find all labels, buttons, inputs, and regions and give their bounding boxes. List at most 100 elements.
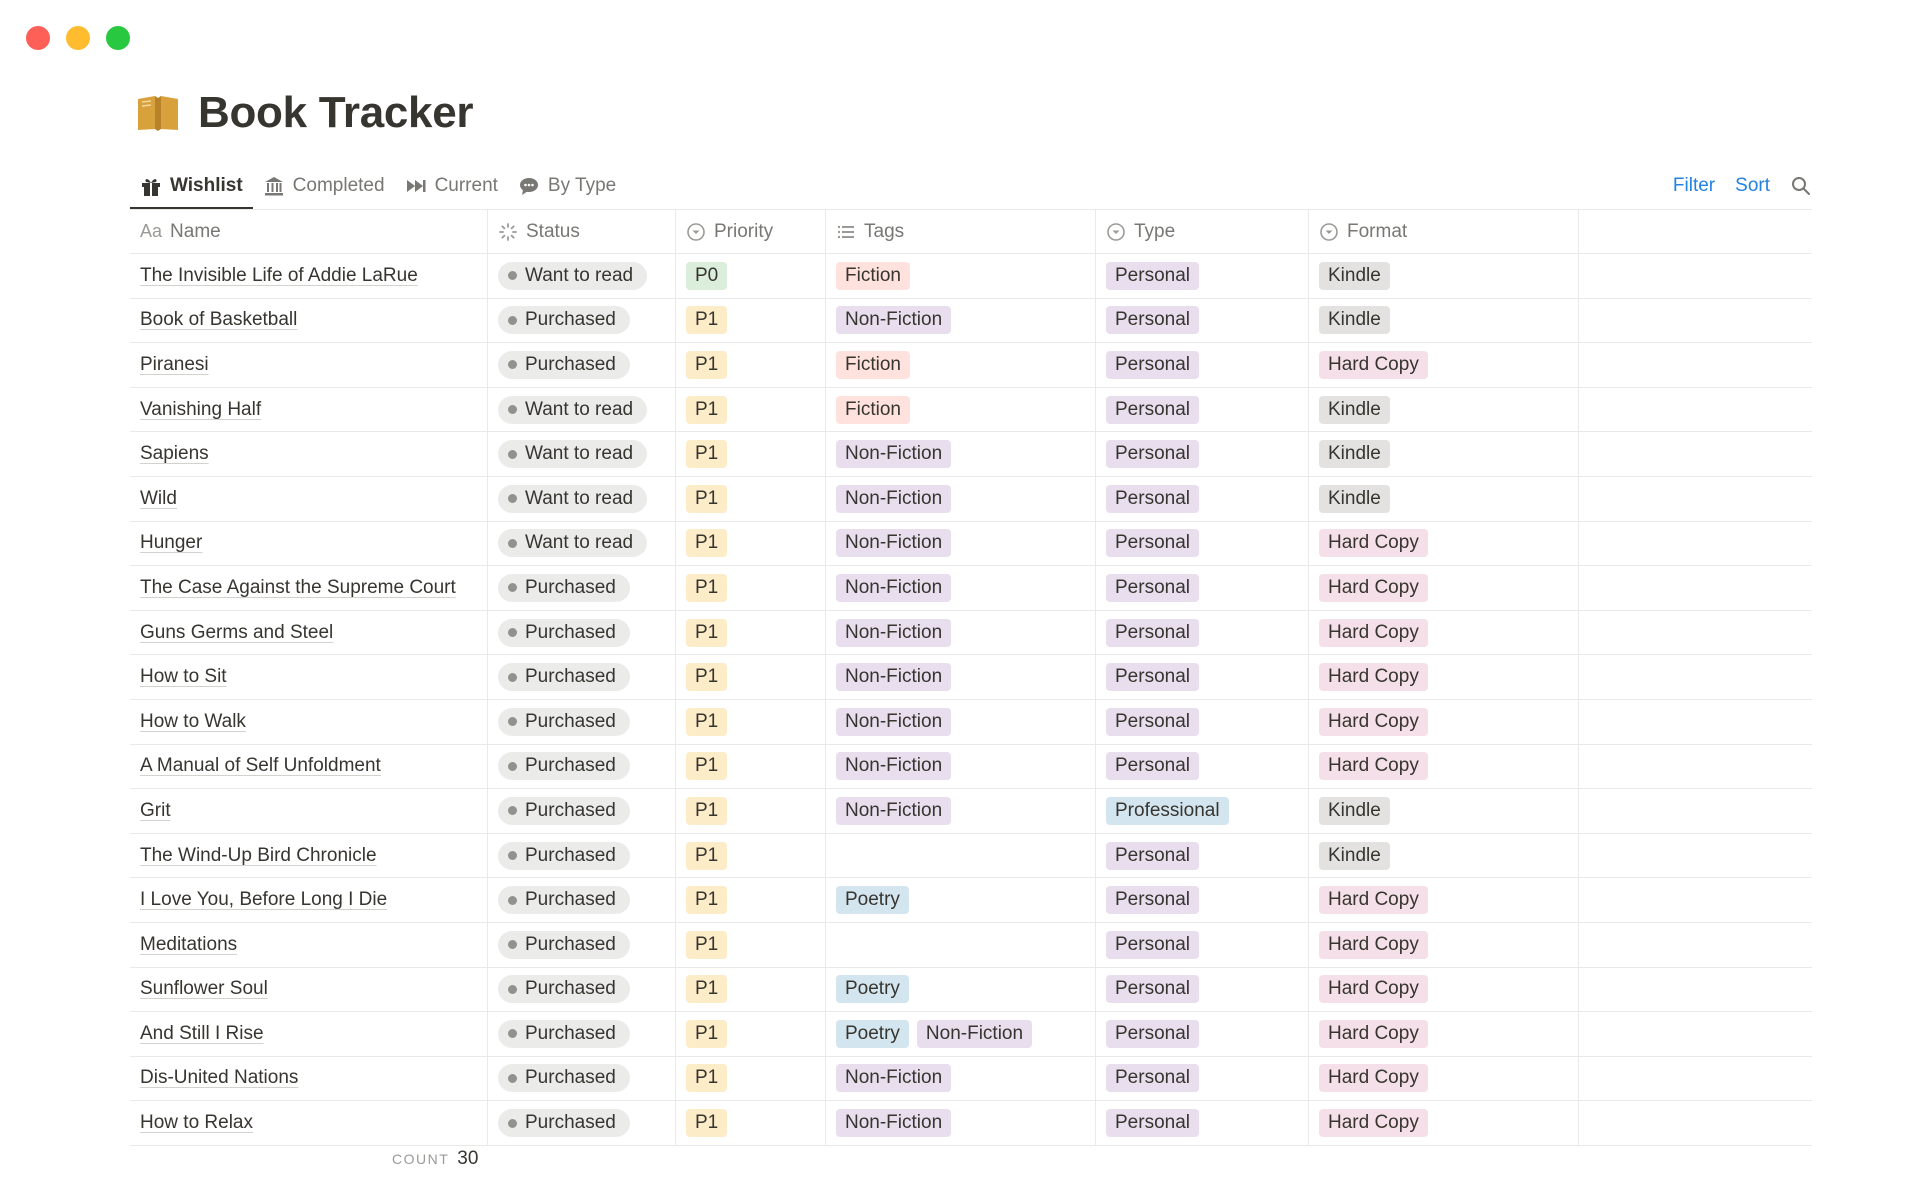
- format-cell[interactable]: Hard Copy: [1309, 744, 1579, 789]
- status-cell[interactable]: Want to read: [488, 254, 676, 298]
- table-row[interactable]: Grit Purchased P1 Non-Fiction Professional Ki…: [130, 789, 1812, 834]
- tags-cell[interactable]: Non-Fiction: [826, 699, 1096, 744]
- status-badge[interactable]: Purchased: [498, 886, 630, 915]
- type-cell[interactable]: Personal: [1096, 566, 1309, 610]
- type-cell[interactable]: Personal: [1096, 655, 1309, 699]
- tags-cell[interactable]: Fiction: [826, 387, 1096, 432]
- tab-wishlist[interactable]: Wishlist: [130, 164, 253, 210]
- format-badge[interactable]: Hard Copy: [1319, 707, 1428, 736]
- tags-cell[interactable]: Non-Fiction: [826, 1101, 1096, 1145]
- name-cell[interactable]: A Manual of Self Unfoldment: [130, 744, 488, 789]
- minimize-window-button[interactable]: [66, 26, 90, 50]
- format-cell[interactable]: Hard Copy: [1309, 1012, 1579, 1056]
- tags-cell[interactable]: Non-Fiction: [826, 610, 1096, 655]
- status-badge[interactable]: Want to read: [498, 529, 648, 558]
- type-badge[interactable]: Personal: [1106, 573, 1199, 602]
- format-cell[interactable]: Hard Copy: [1309, 343, 1579, 387]
- type-badge[interactable]: Personal: [1106, 440, 1199, 469]
- book-title[interactable]: How to Sit: [140, 666, 227, 688]
- format-badge[interactable]: Hard Copy: [1319, 1064, 1428, 1093]
- table-row[interactable]: How to Relax Purchased P1 Non-Fiction Person…: [130, 1101, 1812, 1146]
- name-cell[interactable]: The Case Against the Supreme Court: [130, 566, 488, 610]
- tag-badge[interactable]: Poetry: [836, 886, 909, 915]
- format-badge[interactable]: Kindle: [1319, 306, 1390, 335]
- format-badge[interactable]: Hard Copy: [1319, 529, 1428, 558]
- book-title[interactable]: How to Relax: [140, 1112, 253, 1134]
- table-row[interactable]: Meditations Purchased P1 Personal Hard Copy: [130, 922, 1812, 968]
- book-title[interactable]: Vanishing Half: [140, 398, 262, 420]
- priority-cell[interactable]: P1: [676, 878, 826, 922]
- tab-current[interactable]: Current: [395, 164, 508, 208]
- type-badge[interactable]: Personal: [1106, 395, 1199, 424]
- table-row[interactable]: Hunger Want to read P1 Non-Fiction Personal H…: [130, 521, 1812, 567]
- name-cell[interactable]: Book of Basketball: [130, 298, 488, 343]
- status-cell[interactable]: Purchased: [488, 699, 676, 744]
- column-header-type[interactable]: Type: [1096, 210, 1309, 253]
- tag-badge[interactable]: Non-Fiction: [916, 1019, 1033, 1048]
- close-window-button[interactable]: [26, 26, 50, 50]
- table-row[interactable]: Vanishing Half Want to read P1 Fiction Perso…: [130, 387, 1812, 433]
- type-badge[interactable]: Personal: [1106, 975, 1199, 1004]
- type-badge[interactable]: Professional: [1106, 796, 1229, 825]
- priority-cell[interactable]: P1: [676, 1101, 826, 1145]
- name-cell[interactable]: The Wind-Up Bird Chronicle: [130, 833, 488, 878]
- name-cell[interactable]: Hunger: [130, 521, 488, 566]
- type-cell[interactable]: Personal: [1096, 1101, 1309, 1145]
- format-badge[interactable]: Hard Copy: [1319, 975, 1428, 1004]
- book-title[interactable]: Dis-United Nations: [140, 1067, 299, 1089]
- name-cell[interactable]: How to Sit: [130, 655, 488, 699]
- format-cell[interactable]: Hard Copy: [1309, 967, 1579, 1012]
- name-cell[interactable]: Guns Germs and Steel: [130, 610, 488, 655]
- format-badge[interactable]: Kindle: [1319, 395, 1390, 424]
- type-badge[interactable]: Personal: [1106, 752, 1199, 781]
- status-cell[interactable]: Purchased: [488, 655, 676, 699]
- table-row[interactable]: How to Walk Purchased P1 Non-Fiction Persona…: [130, 699, 1812, 745]
- priority-cell[interactable]: P1: [676, 521, 826, 566]
- priority-cell[interactable]: P1: [676, 655, 826, 699]
- name-cell[interactable]: How to Walk: [130, 699, 488, 744]
- status-cell[interactable]: Purchased: [488, 1012, 676, 1056]
- open-book-icon[interactable]: [136, 93, 180, 133]
- priority-badge[interactable]: P1: [686, 707, 728, 736]
- type-cell[interactable]: Personal: [1096, 343, 1309, 387]
- format-badge[interactable]: Hard Copy: [1319, 886, 1428, 915]
- format-badge[interactable]: Kindle: [1319, 261, 1390, 290]
- priority-badge[interactable]: P1: [686, 440, 728, 469]
- status-badge[interactable]: Purchased: [498, 350, 630, 379]
- priority-badge[interactable]: P1: [686, 573, 728, 602]
- tags-cell[interactable]: Fiction: [826, 343, 1096, 387]
- book-title[interactable]: Book of Basketball: [140, 309, 298, 331]
- format-cell[interactable]: Kindle: [1309, 254, 1579, 298]
- column-header-tags[interactable]: Tags: [826, 210, 1096, 253]
- status-badge[interactable]: Purchased: [498, 1064, 630, 1093]
- column-header-status[interactable]: Status: [488, 210, 676, 253]
- priority-badge[interactable]: P1: [686, 752, 728, 781]
- status-badge[interactable]: Want to read: [498, 440, 648, 469]
- type-cell[interactable]: Personal: [1096, 699, 1309, 744]
- priority-cell[interactable]: P1: [676, 566, 826, 610]
- status-cell[interactable]: Purchased: [488, 922, 676, 967]
- book-title[interactable]: Grit: [140, 799, 171, 821]
- priority-cell[interactable]: P1: [676, 298, 826, 343]
- name-cell[interactable]: Meditations: [130, 922, 488, 967]
- table-row[interactable]: How to Sit Purchased P1 Non-Fiction Personal…: [130, 655, 1812, 700]
- type-badge[interactable]: Personal: [1106, 886, 1199, 915]
- tag-badge[interactable]: Poetry: [836, 975, 909, 1004]
- tag-badge[interactable]: Poetry: [836, 1019, 909, 1048]
- status-badge[interactable]: Purchased: [498, 1019, 630, 1048]
- table-row[interactable]: The Case Against the Supreme Court Purcha…: [130, 566, 1812, 611]
- book-title[interactable]: Sapiens: [140, 443, 209, 465]
- priority-cell[interactable]: P1: [676, 343, 826, 387]
- tags-cell[interactable]: Non-Fiction: [826, 655, 1096, 699]
- tags-cell[interactable]: [826, 922, 1096, 967]
- priority-badge[interactable]: P1: [686, 350, 728, 379]
- type-cell[interactable]: Personal: [1096, 1056, 1309, 1101]
- tag-badge[interactable]: Fiction: [836, 395, 910, 424]
- format-cell[interactable]: Hard Copy: [1309, 699, 1579, 744]
- status-badge[interactable]: Purchased: [498, 796, 630, 825]
- tag-badge[interactable]: Non-Fiction: [836, 573, 952, 602]
- status-badge[interactable]: Purchased: [498, 975, 630, 1004]
- format-badge[interactable]: Kindle: [1319, 440, 1390, 469]
- tags-cell[interactable]: Fiction: [826, 254, 1096, 298]
- table-row[interactable]: A Manual of Self Unfoldment Purchased P1 No…: [130, 744, 1812, 790]
